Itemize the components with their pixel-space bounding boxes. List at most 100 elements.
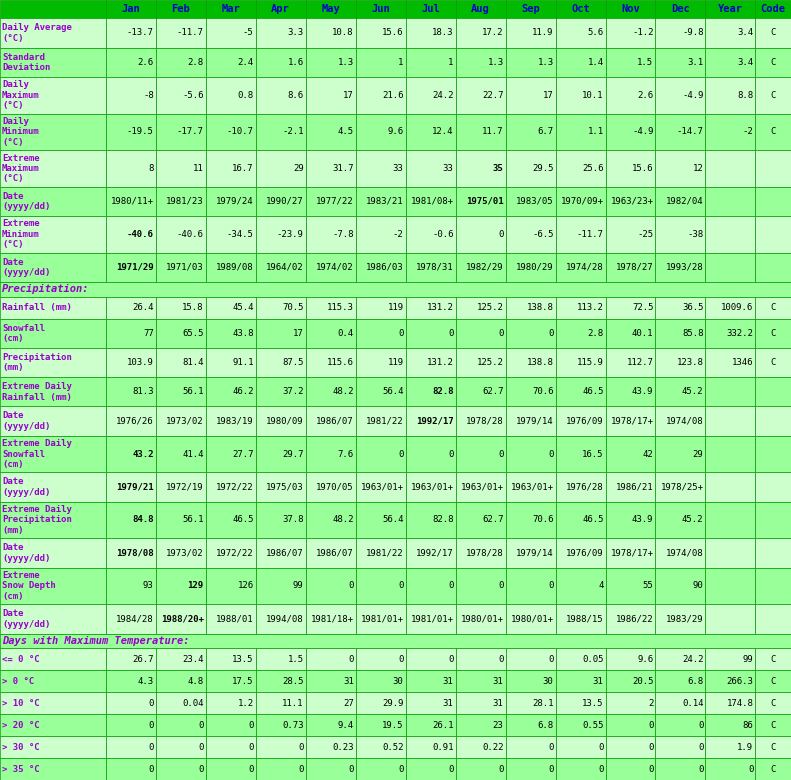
Text: 43.2: 43.2 [132,449,153,459]
Text: Extreme Daily
Rainfall (mm): Extreme Daily Rainfall (mm) [2,382,72,402]
FancyBboxPatch shape [706,648,755,670]
Text: 27: 27 [343,699,354,707]
Text: 0: 0 [248,764,254,774]
FancyBboxPatch shape [356,318,406,348]
Text: 1.1: 1.1 [588,127,604,136]
FancyBboxPatch shape [255,714,305,736]
FancyBboxPatch shape [305,114,356,150]
FancyBboxPatch shape [706,296,755,318]
FancyBboxPatch shape [406,736,456,758]
FancyBboxPatch shape [255,150,305,186]
FancyBboxPatch shape [406,0,456,18]
FancyBboxPatch shape [505,18,555,48]
Text: -13.7: -13.7 [127,28,153,37]
FancyBboxPatch shape [505,502,555,538]
Text: 43.9: 43.9 [632,516,653,524]
Text: 0.04: 0.04 [182,699,203,707]
Text: 43.9: 43.9 [632,388,653,396]
Text: -11.7: -11.7 [177,28,203,37]
Text: Nov: Nov [621,4,640,14]
Text: 0: 0 [448,449,453,459]
FancyBboxPatch shape [106,692,156,714]
FancyBboxPatch shape [305,568,356,605]
FancyBboxPatch shape [0,48,106,77]
Text: 1989/08: 1989/08 [216,263,254,271]
FancyBboxPatch shape [255,648,305,670]
FancyBboxPatch shape [305,502,356,538]
Text: 1: 1 [448,58,453,67]
Text: <= 0 °C: <= 0 °C [2,654,40,664]
FancyBboxPatch shape [406,216,456,253]
FancyBboxPatch shape [106,568,156,605]
Text: C: C [770,90,776,100]
Text: 1971/03: 1971/03 [166,263,203,271]
FancyBboxPatch shape [156,568,206,605]
Text: 1.3: 1.3 [537,58,554,67]
Text: 10.1: 10.1 [582,90,604,100]
Text: 17: 17 [293,328,304,338]
Text: 70.6: 70.6 [532,388,554,396]
Text: 0: 0 [149,699,153,707]
FancyBboxPatch shape [555,604,605,633]
Text: -17.7: -17.7 [177,127,203,136]
Text: 0: 0 [199,743,203,752]
FancyBboxPatch shape [106,77,156,114]
Text: 0: 0 [498,230,504,239]
FancyBboxPatch shape [755,296,791,318]
FancyBboxPatch shape [706,77,755,114]
FancyBboxPatch shape [0,77,106,114]
Text: Precipitation
(mm): Precipitation (mm) [2,353,72,372]
FancyBboxPatch shape [206,378,255,406]
Text: 1973/02: 1973/02 [166,417,203,426]
Text: 1970/09+: 1970/09+ [561,197,604,206]
FancyBboxPatch shape [0,436,106,473]
Text: 81.4: 81.4 [182,358,203,367]
Text: Extreme
Minimum
(°C): Extreme Minimum (°C) [2,219,40,250]
FancyBboxPatch shape [456,758,505,780]
FancyBboxPatch shape [106,216,156,253]
Text: 0: 0 [698,743,703,752]
FancyBboxPatch shape [456,406,505,436]
Text: > 0 °C: > 0 °C [2,676,34,686]
FancyBboxPatch shape [255,186,305,216]
Text: 3.4: 3.4 [737,58,754,67]
FancyBboxPatch shape [456,736,505,758]
Text: 0: 0 [398,654,403,664]
FancyBboxPatch shape [356,473,406,502]
FancyBboxPatch shape [156,670,206,692]
Text: 1.6: 1.6 [287,58,304,67]
FancyBboxPatch shape [656,604,706,633]
FancyBboxPatch shape [356,18,406,48]
FancyBboxPatch shape [0,150,106,186]
FancyBboxPatch shape [656,406,706,436]
FancyBboxPatch shape [456,568,505,605]
Text: 1983/21: 1983/21 [366,197,403,206]
Text: 2.8: 2.8 [588,328,604,338]
Text: 37.2: 37.2 [282,388,304,396]
FancyBboxPatch shape [406,48,456,77]
FancyBboxPatch shape [755,568,791,605]
Text: 1972/22: 1972/22 [216,548,254,558]
FancyBboxPatch shape [555,436,605,473]
FancyBboxPatch shape [755,758,791,780]
Text: 0: 0 [648,721,653,729]
FancyBboxPatch shape [656,318,706,348]
FancyBboxPatch shape [555,348,605,378]
Text: C: C [770,328,776,338]
Text: 1981/08+: 1981/08+ [411,197,453,206]
FancyBboxPatch shape [0,18,106,48]
FancyBboxPatch shape [505,436,555,473]
Text: 1.2: 1.2 [237,699,254,707]
FancyBboxPatch shape [505,568,555,605]
FancyBboxPatch shape [755,436,791,473]
Text: 19.5: 19.5 [382,721,403,729]
Text: 31: 31 [493,676,504,686]
Text: 2.6: 2.6 [638,90,653,100]
Text: 31: 31 [343,676,354,686]
FancyBboxPatch shape [505,714,555,736]
Text: Oct: Oct [571,4,590,14]
Text: 174.8: 174.8 [727,699,754,707]
Text: 56.4: 56.4 [382,516,403,524]
FancyBboxPatch shape [605,77,656,114]
Text: 0: 0 [698,721,703,729]
